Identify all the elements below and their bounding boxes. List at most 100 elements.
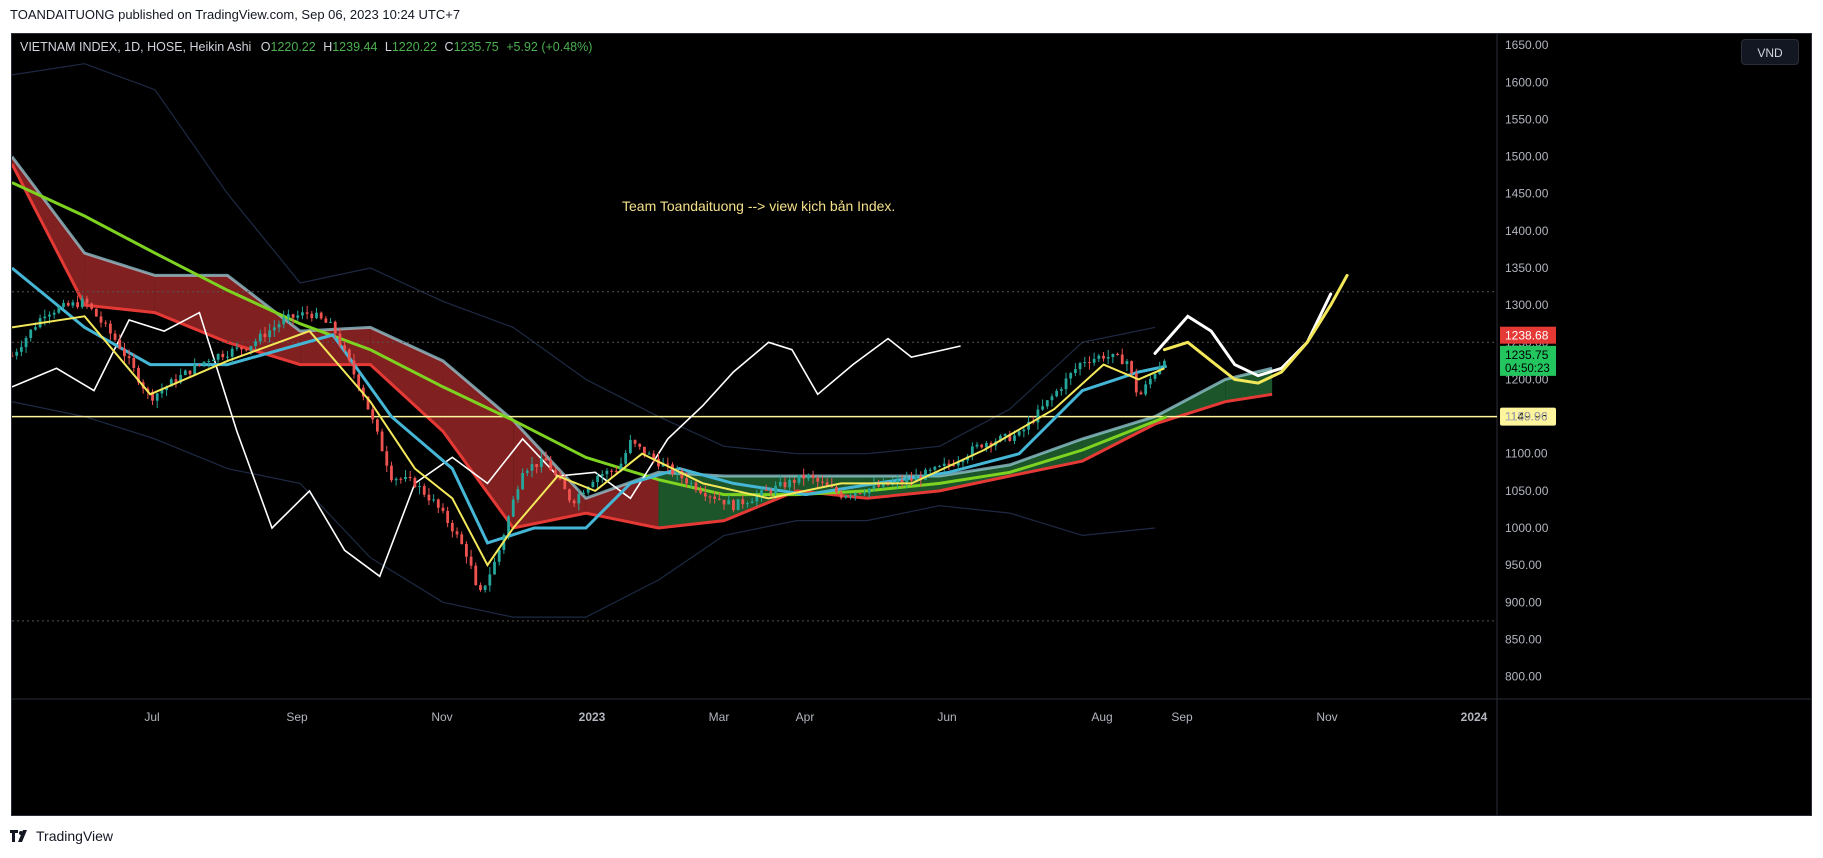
candle-body	[1130, 361, 1134, 374]
y-tick-label: 1500.00	[1505, 150, 1549, 164]
candle-body	[474, 565, 478, 586]
chart-panel[interactable]: 1149.96 800.00 850.00 900.00 950.00 1000.00 10…	[11, 33, 1812, 816]
candle-body	[48, 314, 51, 317]
candle-body	[521, 472, 525, 490]
candle-body	[272, 327, 276, 331]
candle-body	[329, 321, 332, 323]
candle-body	[680, 470, 684, 479]
y-tick-label: 1100.00	[1505, 447, 1548, 461]
candle-body	[1148, 378, 1152, 385]
candle-body	[99, 316, 103, 323]
candle-body	[905, 478, 909, 483]
candle-body	[212, 359, 215, 362]
candle-body	[647, 453, 651, 455]
candle-body	[333, 321, 337, 334]
y-tick-label: 950.00	[1505, 558, 1542, 572]
candle-body	[258, 333, 262, 342]
candle-body	[12, 355, 14, 357]
candle-body	[783, 482, 787, 488]
candle-body	[286, 314, 290, 318]
candle-body	[980, 444, 984, 448]
open-label: O	[260, 40, 271, 54]
candle-body	[788, 479, 792, 488]
candle-body	[436, 499, 440, 508]
candle-body	[1073, 369, 1077, 374]
ichimoku-cloud-segment	[84, 253, 155, 313]
candle-body	[586, 486, 590, 493]
bollinger-lower-line	[12, 401, 1156, 618]
candle-body	[188, 370, 192, 375]
candle-body	[1017, 431, 1021, 436]
high-label: H	[323, 40, 333, 54]
candle-body	[732, 500, 735, 511]
candle-body	[769, 490, 773, 494]
candle-body	[450, 522, 454, 532]
candle-body	[57, 307, 61, 313]
candle-body	[999, 435, 1002, 442]
footer-brand[interactable]: TradingView	[10, 828, 113, 844]
candle-body	[694, 482, 698, 491]
candle-body	[497, 549, 501, 562]
x-tick-label: Jul	[144, 710, 159, 724]
candle-body	[685, 478, 688, 484]
forecast-white-path	[1153, 292, 1333, 378]
candle-body	[844, 495, 848, 498]
candle-body	[628, 440, 632, 454]
candle-body	[324, 318, 328, 323]
candle-body	[507, 516, 510, 536]
x-tick-label: Aug	[1091, 710, 1112, 724]
x-tick-label: Mar	[709, 710, 730, 724]
candle-body	[811, 474, 815, 478]
candle-body	[877, 484, 881, 487]
high-price-text: 1238.68	[1505, 329, 1549, 343]
candle-body	[108, 323, 112, 334]
y-tick-label: 1350.00	[1505, 261, 1549, 275]
candle-body	[572, 500, 576, 504]
candle-body	[249, 346, 253, 351]
chart-annotation: Team Toandaituong --> view kịch bản Inde…	[622, 198, 896, 214]
candle-body	[736, 499, 740, 511]
y-tick-label: 1050.00	[1505, 484, 1549, 498]
candle-body	[713, 496, 717, 499]
candle-body	[62, 302, 65, 308]
candle-body	[76, 302, 79, 308]
candle-body	[469, 556, 473, 566]
candle-body	[596, 476, 599, 483]
candle-body	[151, 391, 154, 401]
candle-body	[825, 482, 829, 486]
open-value: 1220.22	[270, 40, 316, 54]
candle-body	[193, 364, 197, 375]
candle-body	[933, 466, 937, 470]
candle-body	[343, 345, 347, 350]
candle-body	[315, 312, 318, 319]
low-label: L	[384, 40, 392, 54]
candle-body	[984, 442, 988, 448]
y-tick-label: 850.00	[1505, 632, 1542, 646]
candle-body	[310, 313, 314, 319]
candle-body	[1125, 361, 1129, 365]
candle-body	[202, 361, 206, 365]
candle-body	[858, 493, 862, 495]
candle-body	[268, 330, 272, 338]
candle-body	[746, 503, 749, 505]
candle-body	[338, 333, 342, 346]
currency-button[interactable]: VND	[1741, 39, 1799, 65]
candle-body	[347, 349, 351, 361]
candle-body	[137, 367, 140, 383]
candle-body	[853, 493, 857, 496]
candle-body	[961, 460, 965, 463]
candle-body	[207, 361, 211, 363]
candle-body	[375, 419, 379, 432]
candle-body	[179, 375, 183, 383]
candle-body	[1083, 362, 1087, 364]
tenkan-sen-line	[12, 315, 1165, 568]
candle-body	[975, 444, 979, 447]
candle-body	[816, 477, 820, 482]
candle-body	[900, 480, 904, 483]
price-chart[interactable]: 1149.96 800.00 850.00 900.00 950.00 1000.00 10…	[12, 34, 1812, 816]
candle-body	[19, 347, 23, 352]
candle-body	[352, 360, 356, 375]
candle-body	[197, 364, 201, 366]
y-tick-label: 1000.00	[1505, 521, 1549, 535]
change-value: +5.92 (+0.48%)	[506, 40, 593, 54]
